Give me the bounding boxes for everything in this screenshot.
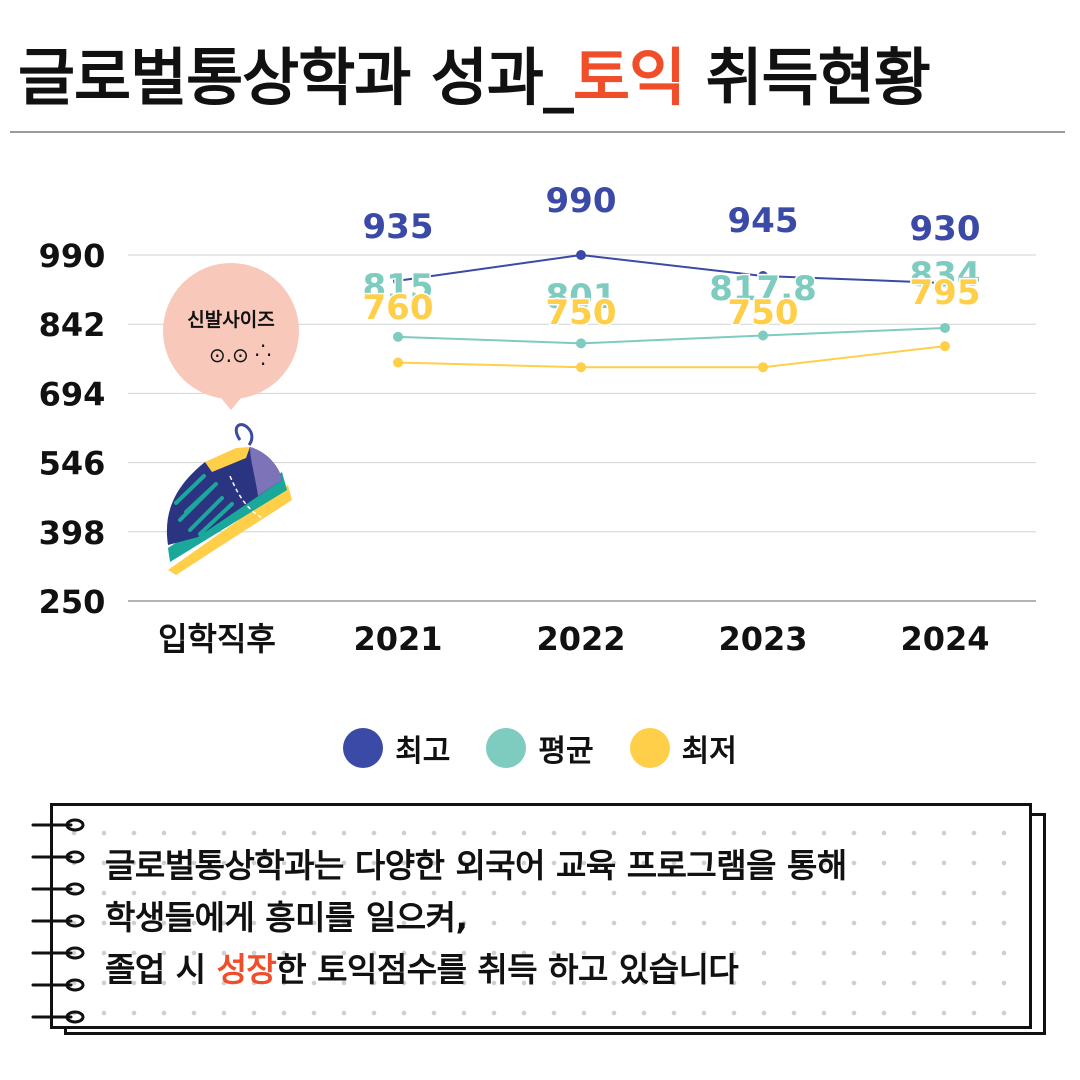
data-label: 817.8 xyxy=(709,269,817,309)
data-label: 760 xyxy=(363,288,434,328)
y-tick-labels: 990 842 694 546 398 250 xyxy=(39,237,106,621)
data-label: 945 xyxy=(728,201,799,241)
legend-label-avg: 평균 xyxy=(538,734,594,769)
data-point xyxy=(393,275,403,286)
title-highlight: 토익 xyxy=(572,41,686,114)
data-label: 935 xyxy=(363,207,434,247)
y-tick-label: 398 xyxy=(39,514,106,552)
data-label: 801 xyxy=(546,277,617,317)
y-tick-label: 250 xyxy=(39,583,106,621)
notebook-card: 글로벌통상학과는 다양한 외국어 교육 프로그램을 통해 학생들에게 흥미를 일… xyxy=(31,803,1032,1029)
speech-bubble-tail xyxy=(216,392,246,410)
y-tick-label: 546 xyxy=(39,445,106,483)
title-text-after: 취득현황 xyxy=(685,41,931,114)
note-line-3-highlight: 성장 xyxy=(216,950,277,989)
x-tick-labels: 입학직후 2021 2022 2023 2024 xyxy=(158,620,989,658)
data-label: 795 xyxy=(910,273,981,313)
data-label: 815 xyxy=(363,267,434,307)
page-title: 글로벌통상학과 성과_토익 취득현황 xyxy=(18,38,931,118)
y-tick-label: 694 xyxy=(39,375,106,413)
binder-ring-icon xyxy=(31,850,85,864)
binder-ring-icon xyxy=(31,818,85,832)
legend-item-max: 최고 xyxy=(343,726,450,770)
data-point xyxy=(393,357,403,368)
legend-label-max: 최고 xyxy=(395,734,451,769)
data-point xyxy=(940,341,950,352)
legend-swatch-avg xyxy=(486,728,527,768)
sneaker-icon xyxy=(166,423,292,575)
speech-bubble-face: ⊙.⊙ ⁛ xyxy=(209,343,271,367)
data-point xyxy=(940,278,950,289)
x-tick-label: 2022 xyxy=(536,620,625,658)
title-text-before: 글로벌통상학과 성과_ xyxy=(18,41,574,114)
data-point xyxy=(758,362,768,373)
x-tick-label: 입학직후 xyxy=(158,620,276,658)
speech-bubble: 신발사이즈 ⊙.⊙ ⁛ xyxy=(163,263,299,410)
data-point xyxy=(576,338,586,349)
legend: 최고 평균 최저 xyxy=(0,726,1080,770)
speech-bubble-text: 신발사이즈 xyxy=(187,309,274,331)
title-divider xyxy=(10,131,1065,133)
note-line-3-before: 졸업 시 xyxy=(105,950,217,989)
data-label: 834 xyxy=(910,255,981,295)
series-line-min xyxy=(397,345,946,369)
data-point xyxy=(758,271,768,282)
data-point xyxy=(393,331,403,342)
binder-ring-icon xyxy=(31,1010,85,1024)
binder-ring-icon xyxy=(31,978,85,992)
binder-ring-icon xyxy=(31,914,85,928)
x-tick-label: 2021 xyxy=(353,620,442,658)
data-label: 750 xyxy=(728,293,799,333)
series-line-avg xyxy=(397,326,946,345)
note-line-2: 학생들에게 흥미를 일으켜, xyxy=(105,898,468,937)
data-label: 750 xyxy=(546,293,617,333)
data-point xyxy=(758,330,768,341)
y-tick-label: 842 xyxy=(39,306,106,344)
x-tick-label: 2024 xyxy=(900,620,989,658)
note-line-1: 글로벌통상학과는 다양한 외국어 교육 프로그램을 통해 xyxy=(105,846,847,885)
data-point xyxy=(940,322,950,333)
binder-ring-icon xyxy=(31,882,85,896)
data-label: 990 xyxy=(546,181,617,221)
series-layer xyxy=(393,250,950,373)
x-tick-label: 2023 xyxy=(718,620,807,658)
legend-label-min: 최저 xyxy=(681,734,737,769)
note-text: 글로벌통상학과는 다양한 외국어 교육 프로그램을 통해 학생들에게 흥미를 일… xyxy=(105,840,847,996)
speech-bubble-circle xyxy=(163,263,299,399)
binder-ring-icon xyxy=(31,946,85,960)
data-label: 930 xyxy=(910,209,981,249)
legend-swatch-min xyxy=(629,728,670,768)
legend-item-min: 최저 xyxy=(629,726,737,770)
data-point xyxy=(576,250,586,260)
data-point xyxy=(576,362,586,373)
legend-swatch-max xyxy=(343,728,384,768)
note-line-3-after: 한 토익점수를 취득 하고 있습니다 xyxy=(276,950,739,989)
series-line-max xyxy=(397,253,946,285)
legend-item-avg: 평균 xyxy=(486,726,594,770)
y-tick-label: 990 xyxy=(39,237,106,275)
data-label-layer: 935 990 945 930 815 801 817.8 834 760 750 750 795 xyxy=(361,180,982,335)
